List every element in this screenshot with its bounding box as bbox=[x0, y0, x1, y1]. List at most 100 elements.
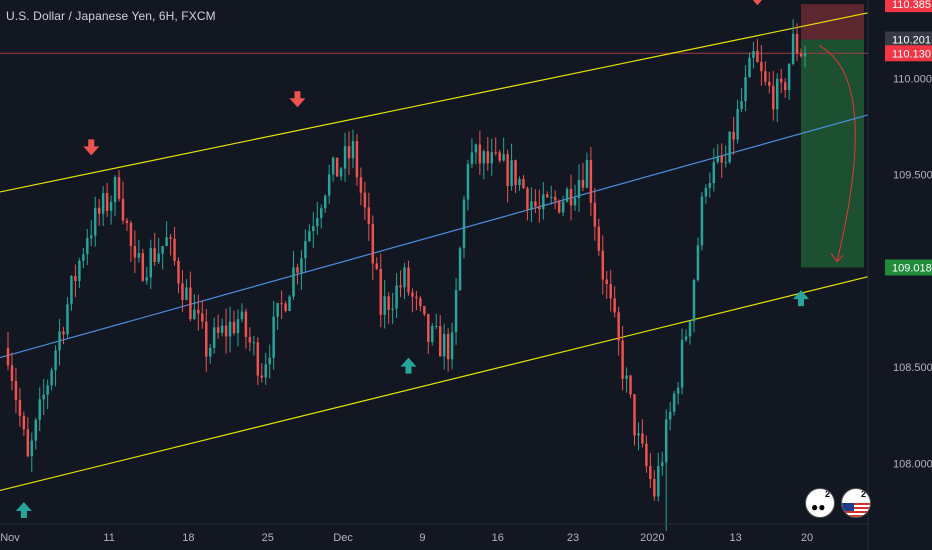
candle-body bbox=[90, 235, 93, 239]
candle bbox=[387, 292, 390, 324]
candle-body bbox=[220, 325, 224, 333]
candle-body bbox=[216, 327, 220, 333]
price-tag: 109.018 bbox=[885, 259, 932, 276]
candle-body bbox=[339, 168, 343, 177]
candle-body bbox=[633, 394, 636, 436]
candle-body bbox=[712, 161, 716, 184]
candle-body bbox=[320, 208, 323, 218]
x-tick-label: 11 bbox=[103, 532, 114, 544]
candle bbox=[803, 45, 807, 68]
candle-body bbox=[185, 287, 188, 300]
candle bbox=[292, 250, 295, 300]
candle bbox=[573, 184, 577, 211]
candle bbox=[403, 262, 406, 300]
candle bbox=[133, 230, 137, 273]
candle bbox=[720, 143, 723, 179]
x-tick-label: 18 bbox=[182, 532, 194, 544]
candle bbox=[228, 306, 232, 353]
candle bbox=[121, 181, 125, 225]
candle bbox=[260, 363, 264, 383]
candle-body bbox=[573, 198, 577, 206]
candle bbox=[323, 194, 327, 213]
position-zones bbox=[801, 4, 864, 268]
candle-body bbox=[379, 268, 382, 315]
candle-body bbox=[625, 375, 628, 379]
candle-body bbox=[323, 195, 327, 209]
candle-body bbox=[38, 399, 41, 420]
x-tick-label: 20 bbox=[801, 532, 813, 544]
event-badge-2[interactable]: 2 bbox=[841, 488, 871, 518]
candle bbox=[165, 221, 168, 247]
candle bbox=[94, 196, 97, 247]
candle-body bbox=[557, 200, 561, 213]
candle bbox=[486, 136, 490, 171]
candle bbox=[18, 388, 22, 427]
candle-body bbox=[649, 466, 652, 480]
candle-body bbox=[581, 179, 585, 188]
candle bbox=[193, 294, 196, 320]
candle-body bbox=[50, 370, 53, 386]
candle bbox=[764, 61, 767, 86]
candle-body bbox=[756, 50, 759, 63]
candle bbox=[137, 239, 141, 263]
candle bbox=[585, 152, 589, 189]
candle-body bbox=[597, 226, 601, 251]
event-badge-1[interactable]: ●● 2 bbox=[805, 488, 835, 518]
event-badges: ●● 2 2 bbox=[805, 488, 871, 518]
y-tick-label: 110.000 bbox=[893, 73, 932, 85]
candle-body bbox=[46, 385, 49, 395]
candle bbox=[157, 238, 160, 264]
candle bbox=[446, 328, 450, 372]
candle-body bbox=[518, 178, 521, 186]
candle-body bbox=[193, 309, 196, 320]
stop-loss-zone bbox=[801, 4, 864, 40]
candle-body bbox=[791, 33, 795, 64]
candle bbox=[629, 374, 632, 399]
candle bbox=[684, 329, 688, 342]
candle-body bbox=[668, 411, 672, 420]
candle-body bbox=[637, 433, 640, 436]
candle bbox=[672, 390, 676, 416]
candle-body bbox=[549, 197, 553, 199]
candle-body bbox=[224, 325, 228, 337]
candle bbox=[704, 184, 708, 205]
candle-body bbox=[197, 309, 200, 314]
candle-body bbox=[589, 160, 593, 203]
candle-body bbox=[474, 144, 478, 153]
candle bbox=[105, 182, 109, 217]
projection-arrowhead bbox=[830, 253, 844, 263]
candle bbox=[38, 387, 41, 431]
candle-body bbox=[276, 303, 279, 317]
candle-body bbox=[66, 304, 69, 335]
candle-body bbox=[419, 298, 422, 306]
candle-body bbox=[768, 81, 771, 86]
projection-curve bbox=[818, 45, 856, 262]
candle bbox=[331, 156, 335, 182]
signal-arrows bbox=[15, 0, 810, 519]
candle-body bbox=[62, 331, 65, 335]
candle bbox=[450, 322, 454, 370]
candle-body bbox=[141, 253, 145, 281]
candle-body bbox=[101, 193, 105, 214]
candle-body bbox=[728, 131, 731, 163]
candle bbox=[661, 451, 664, 476]
candle-body bbox=[462, 199, 466, 249]
candle-body bbox=[783, 82, 787, 91]
candle bbox=[6, 331, 10, 371]
candle-body bbox=[609, 283, 612, 299]
candle-body bbox=[585, 160, 589, 188]
candle-body bbox=[10, 365, 14, 382]
candle bbox=[438, 315, 442, 357]
candle bbox=[248, 327, 252, 352]
candle bbox=[581, 162, 585, 192]
candle-body bbox=[18, 400, 22, 416]
candle-body bbox=[125, 220, 129, 223]
candle-body bbox=[58, 331, 61, 351]
candle-body bbox=[446, 333, 450, 360]
candle bbox=[565, 186, 569, 203]
candle bbox=[66, 296, 69, 338]
candle bbox=[240, 303, 244, 323]
candle-body bbox=[744, 77, 747, 102]
candle-body bbox=[779, 78, 783, 83]
